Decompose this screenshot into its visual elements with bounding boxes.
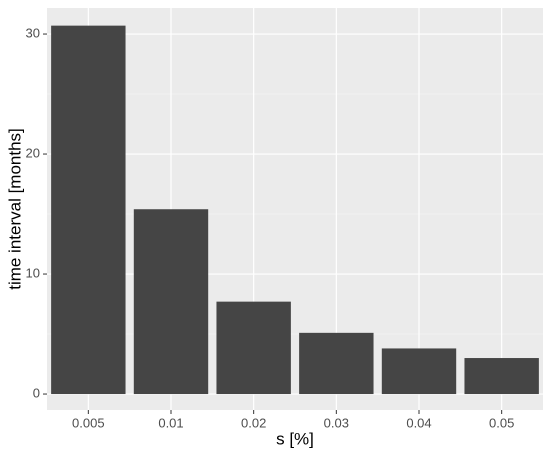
bar [216, 301, 291, 395]
x-tick-label: 0.03 [324, 415, 349, 430]
y-tick-label: 10 [26, 265, 40, 280]
x-tick-label: 0.05 [489, 415, 514, 430]
x-tick-label: 0.04 [406, 415, 431, 430]
y-axis-title: time interval [months] [5, 128, 24, 290]
bar [299, 332, 374, 395]
y-tick-label: 20 [26, 145, 40, 160]
bar [464, 358, 539, 395]
x-tick-label: 0.005 [72, 415, 105, 430]
y-tick-label: 0 [33, 385, 40, 400]
x-axis-title: s [%] [276, 429, 314, 448]
y-tick-label: 30 [26, 25, 40, 40]
bar [133, 209, 209, 395]
bar [51, 25, 126, 395]
bar [381, 348, 457, 395]
panel [47, 8, 543, 410]
x-tick-label: 0.02 [241, 415, 266, 430]
x-tick-label: 0.01 [158, 415, 183, 430]
